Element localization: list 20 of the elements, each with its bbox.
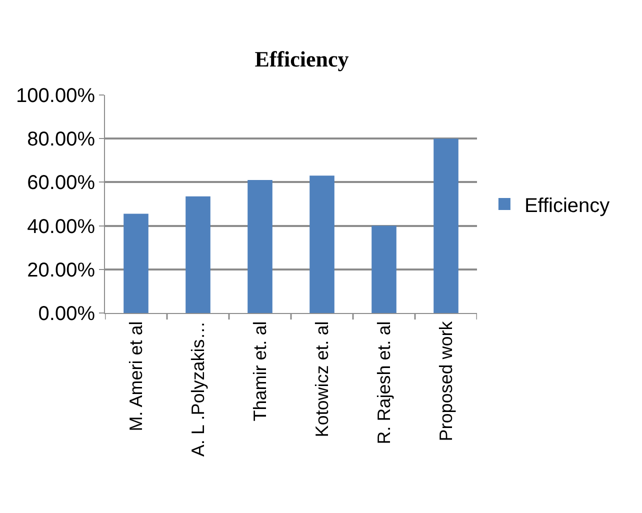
x-tick-label: A. L .Polyzakis…	[188, 321, 208, 457]
bar	[248, 180, 272, 313]
y-tick-label: 0.00%	[38, 303, 96, 325]
y-tick-label: 60.00%	[27, 172, 96, 194]
y-tick-label: 80.00%	[27, 128, 96, 151]
bar	[372, 226, 396, 313]
y-tick-label: 40.00%	[27, 216, 96, 238]
y-tick-label: 20.00%	[27, 259, 96, 282]
x-tick-label: Thamir et. al	[250, 321, 270, 422]
legend-label: Efficiency	[524, 194, 610, 217]
x-tick-label: R. Rajesh et. al	[374, 321, 394, 444]
x-tick-label: Proposed work	[436, 320, 456, 442]
bar	[186, 196, 210, 313]
bar	[310, 176, 334, 313]
bar	[124, 214, 148, 313]
chart-title: Efficiency	[254, 46, 349, 72]
x-tick-label: Kotowicz et. al	[312, 321, 332, 438]
x-tick-label: M. Ameri et al	[126, 321, 146, 432]
bar	[434, 138, 458, 313]
y-tick-label: 100.00%	[16, 85, 96, 107]
